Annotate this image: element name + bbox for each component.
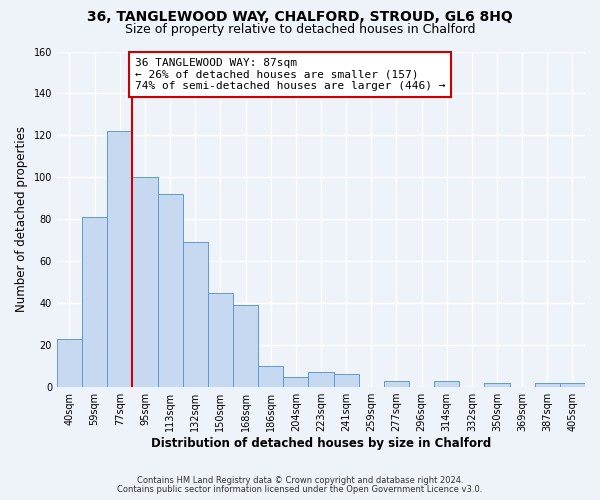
Bar [560, 383, 585, 387]
Text: Size of property relative to detached houses in Chalford: Size of property relative to detached ho… [125, 22, 475, 36]
Text: Contains HM Land Registry data © Crown copyright and database right 2024.: Contains HM Land Registry data © Crown c… [137, 476, 463, 485]
Bar [208, 292, 233, 387]
Bar [384, 381, 409, 387]
Bar [308, 372, 334, 387]
X-axis label: Distribution of detached houses by size in Chalford: Distribution of detached houses by size … [151, 437, 491, 450]
Bar [334, 374, 359, 387]
Y-axis label: Number of detached properties: Number of detached properties [15, 126, 28, 312]
Bar [107, 131, 133, 387]
Bar [233, 306, 258, 387]
Bar [535, 383, 560, 387]
Text: 36 TANGLEWOOD WAY: 87sqm
← 26% of detached houses are smaller (157)
74% of semi-: 36 TANGLEWOOD WAY: 87sqm ← 26% of detach… [135, 58, 445, 91]
Bar [258, 366, 283, 387]
Bar [133, 178, 158, 387]
Bar [484, 383, 509, 387]
Text: Contains public sector information licensed under the Open Government Licence v3: Contains public sector information licen… [118, 485, 482, 494]
Bar [182, 242, 208, 387]
Bar [57, 339, 82, 387]
Bar [283, 376, 308, 387]
Text: 36, TANGLEWOOD WAY, CHALFORD, STROUD, GL6 8HQ: 36, TANGLEWOOD WAY, CHALFORD, STROUD, GL… [87, 10, 513, 24]
Bar [158, 194, 182, 387]
Bar [434, 381, 459, 387]
Bar [82, 217, 107, 387]
